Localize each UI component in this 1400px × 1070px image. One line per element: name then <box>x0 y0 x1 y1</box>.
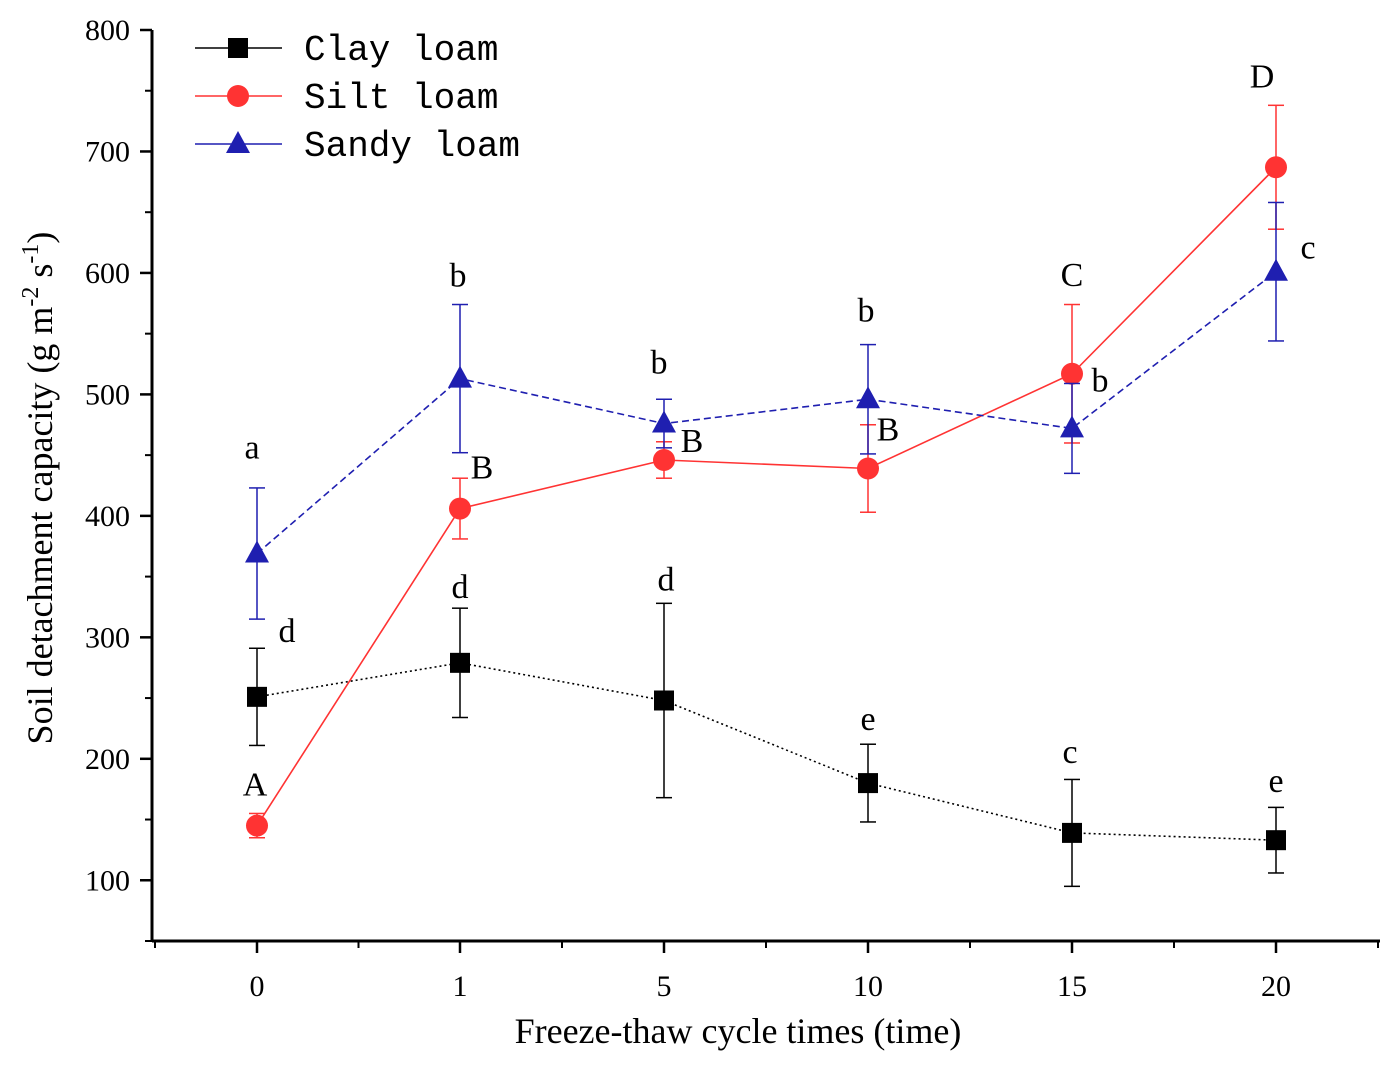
y-tick-label: 700 <box>85 135 130 168</box>
data-point <box>1264 258 1288 281</box>
significance-labels: d d d e c e A B B B C Da b b b b c <box>243 58 1316 803</box>
data-point <box>652 410 676 433</box>
legend-label: Clay loam <box>304 30 498 71</box>
significance-label: b <box>858 292 875 329</box>
data-point <box>449 497 471 520</box>
legend-marker <box>228 38 248 58</box>
significance-label: c <box>1300 230 1315 267</box>
series-clay-loam <box>247 602 1286 888</box>
significance-label: e <box>860 701 875 738</box>
data-point <box>448 365 472 388</box>
significance-label: B <box>681 423 704 460</box>
data-point <box>1266 830 1286 851</box>
significance-label: B <box>877 411 900 448</box>
y-axis-title-end: ) <box>20 232 60 244</box>
significance-label: b <box>450 258 467 295</box>
x-tick-label: 0 <box>250 970 265 1003</box>
data-point <box>856 386 880 409</box>
significance-label: d <box>452 569 469 606</box>
legend-label: Sandy loam <box>304 126 520 167</box>
y-axis-title-mid: s <box>20 264 60 287</box>
x-tick-label: 1 <box>453 970 468 1003</box>
data-point <box>653 448 675 471</box>
x-tick-label: 20 <box>1261 970 1291 1003</box>
y-tick-label: 400 <box>85 500 130 533</box>
significance-label: e <box>1268 763 1283 800</box>
significance-label: d <box>279 613 296 650</box>
y-axis-title-exp1: -2 <box>18 287 44 307</box>
data-point <box>450 652 470 673</box>
data-point <box>247 686 267 707</box>
series-line <box>256 271 1277 555</box>
legend-marker <box>226 131 250 153</box>
data-point <box>857 457 879 480</box>
data-point <box>1060 415 1084 438</box>
y-tick-label: 300 <box>85 621 130 654</box>
y-tick-label: 200 <box>85 743 130 776</box>
significance-label: b <box>651 345 668 382</box>
legend-item: Silt loam <box>195 78 498 119</box>
x-tick-label: 15 <box>1057 970 1087 1003</box>
significance-label: D <box>1250 58 1275 95</box>
data-point <box>1062 822 1082 843</box>
y-axis-title-main: Soil detachment capacity (g m <box>20 307 60 745</box>
significance-label: a <box>244 430 259 467</box>
data-point <box>1061 362 1083 385</box>
significance-label: b <box>1092 362 1109 399</box>
significance-label: c <box>1062 734 1077 771</box>
data-point <box>1265 156 1287 179</box>
legend-label: Silt loam <box>304 78 498 119</box>
data-point <box>858 773 878 794</box>
y-tick-label: 600 <box>85 257 130 290</box>
data-point <box>654 690 674 711</box>
series-line <box>256 166 1277 827</box>
y-axis-title: Soil detachment capacity (g m-2 s-1) <box>18 232 60 745</box>
y-ticks: 100 200 300 400 500 600 700 800 <box>85 14 152 942</box>
legend-item: Sandy loam <box>195 126 520 167</box>
x-ticks: 0 1 5 10 15 20 <box>154 941 1379 1003</box>
significance-label: C <box>1061 257 1084 294</box>
y-tick-label: 800 <box>85 14 130 47</box>
y-axis-title-exp2: -1 <box>18 244 44 264</box>
y-tick-label: 100 <box>85 864 130 897</box>
legend: Clay loam Silt loam Sandy loam <box>195 30 520 167</box>
series-layer <box>245 104 1288 888</box>
significance-label: d <box>658 561 675 598</box>
series-line <box>256 662 1277 841</box>
data-point <box>246 814 268 837</box>
significance-label: B <box>471 450 494 487</box>
x-tick-label: 10 <box>853 970 883 1003</box>
series-sandy-loam <box>245 201 1288 620</box>
y-tick-label: 500 <box>85 378 130 411</box>
legend-marker <box>227 85 249 107</box>
x-axis-title: Freeze-thaw cycle times (time) <box>515 1011 962 1051</box>
significance-label: A <box>243 767 268 804</box>
series-silt-loam <box>246 104 1287 839</box>
data-point <box>245 540 269 563</box>
x-tick-label: 5 <box>657 970 672 1003</box>
legend-item: Clay loam <box>195 30 498 71</box>
